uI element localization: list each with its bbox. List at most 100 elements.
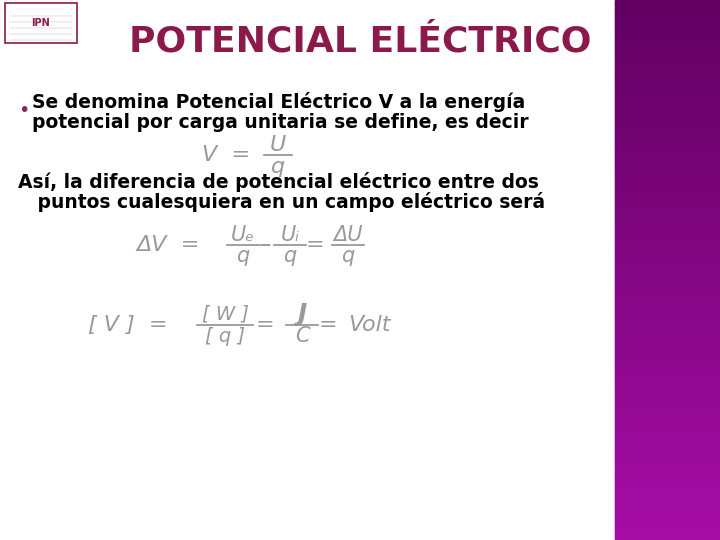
Bar bbox=[615, 222, 720, 225]
Bar bbox=[615, 3, 720, 5]
Bar bbox=[615, 82, 720, 85]
Bar bbox=[615, 33, 720, 36]
Bar bbox=[615, 256, 720, 259]
Bar bbox=[615, 119, 720, 123]
Bar bbox=[615, 230, 720, 232]
Bar bbox=[615, 494, 720, 497]
Bar bbox=[615, 58, 720, 61]
Bar bbox=[615, 446, 720, 448]
Bar bbox=[615, 173, 720, 177]
Bar bbox=[615, 242, 720, 245]
Bar bbox=[615, 195, 720, 198]
Bar bbox=[615, 433, 720, 436]
Bar bbox=[615, 68, 720, 70]
Bar bbox=[615, 519, 720, 522]
Bar bbox=[615, 139, 720, 142]
Bar bbox=[615, 404, 720, 407]
Bar bbox=[615, 254, 720, 258]
Bar bbox=[615, 357, 720, 360]
Bar bbox=[615, 456, 720, 459]
Bar bbox=[615, 521, 720, 524]
Bar bbox=[615, 37, 720, 39]
Bar bbox=[615, 247, 720, 250]
Bar bbox=[615, 94, 720, 97]
Bar bbox=[615, 418, 720, 421]
Bar bbox=[615, 161, 720, 164]
Text: [ q ]: [ q ] bbox=[205, 327, 245, 347]
Bar bbox=[615, 6, 720, 9]
Bar bbox=[615, 530, 720, 533]
Bar bbox=[615, 48, 720, 50]
Bar bbox=[615, 458, 720, 461]
Text: =: = bbox=[306, 235, 324, 255]
Bar bbox=[615, 24, 720, 27]
Bar bbox=[615, 307, 720, 309]
Bar bbox=[615, 327, 720, 329]
Bar bbox=[615, 467, 720, 470]
Bar bbox=[615, 21, 720, 23]
Bar bbox=[615, 224, 720, 227]
Bar bbox=[615, 148, 720, 151]
Bar bbox=[615, 361, 720, 363]
Text: –: – bbox=[258, 233, 271, 257]
Bar bbox=[615, 64, 720, 66]
Bar bbox=[615, 377, 720, 380]
Bar bbox=[615, 177, 720, 180]
Bar bbox=[615, 352, 720, 355]
Bar bbox=[615, 143, 720, 146]
Bar bbox=[615, 316, 720, 319]
Bar bbox=[615, 35, 720, 38]
Bar bbox=[615, 271, 720, 274]
Bar bbox=[615, 264, 720, 266]
Bar bbox=[615, 253, 720, 255]
Bar bbox=[615, 269, 720, 272]
Bar bbox=[615, 152, 720, 155]
Bar bbox=[615, 193, 720, 196]
Bar bbox=[615, 238, 720, 241]
Bar bbox=[615, 350, 720, 353]
Bar bbox=[615, 75, 720, 77]
Bar bbox=[615, 438, 720, 441]
Bar bbox=[615, 526, 720, 529]
Bar bbox=[615, 127, 720, 130]
Bar bbox=[615, 265, 720, 268]
Bar bbox=[615, 123, 720, 126]
Bar bbox=[615, 183, 720, 185]
Bar bbox=[615, 399, 720, 401]
Bar bbox=[615, 292, 720, 295]
Bar bbox=[615, 314, 720, 317]
Bar bbox=[615, 303, 720, 306]
Bar bbox=[615, 325, 720, 328]
Bar bbox=[615, 51, 720, 54]
Bar bbox=[615, 465, 720, 468]
Bar bbox=[615, 294, 720, 297]
Bar bbox=[615, 510, 720, 513]
Bar bbox=[615, 280, 720, 282]
Bar bbox=[615, 55, 720, 58]
Bar bbox=[615, 146, 720, 150]
Bar bbox=[615, 154, 720, 157]
Bar bbox=[615, 246, 720, 248]
Text: Uₑ: Uₑ bbox=[231, 225, 255, 245]
Bar bbox=[615, 134, 720, 137]
Bar bbox=[615, 213, 720, 216]
Bar bbox=[615, 319, 720, 322]
Bar bbox=[615, 508, 720, 511]
Bar bbox=[615, 38, 720, 42]
Bar bbox=[615, 346, 720, 349]
Bar bbox=[615, 274, 720, 277]
Bar bbox=[615, 130, 720, 133]
Bar bbox=[615, 172, 720, 174]
Bar bbox=[615, 19, 720, 22]
Text: Volt: Volt bbox=[348, 315, 390, 335]
Bar bbox=[615, 384, 720, 387]
Bar bbox=[615, 291, 720, 293]
Bar bbox=[615, 60, 720, 63]
Bar bbox=[615, 415, 720, 417]
Text: U: U bbox=[270, 135, 286, 155]
Bar bbox=[615, 284, 720, 286]
Bar bbox=[615, 490, 720, 493]
Bar bbox=[615, 359, 720, 362]
Bar bbox=[615, 534, 720, 536]
Bar bbox=[615, 206, 720, 209]
